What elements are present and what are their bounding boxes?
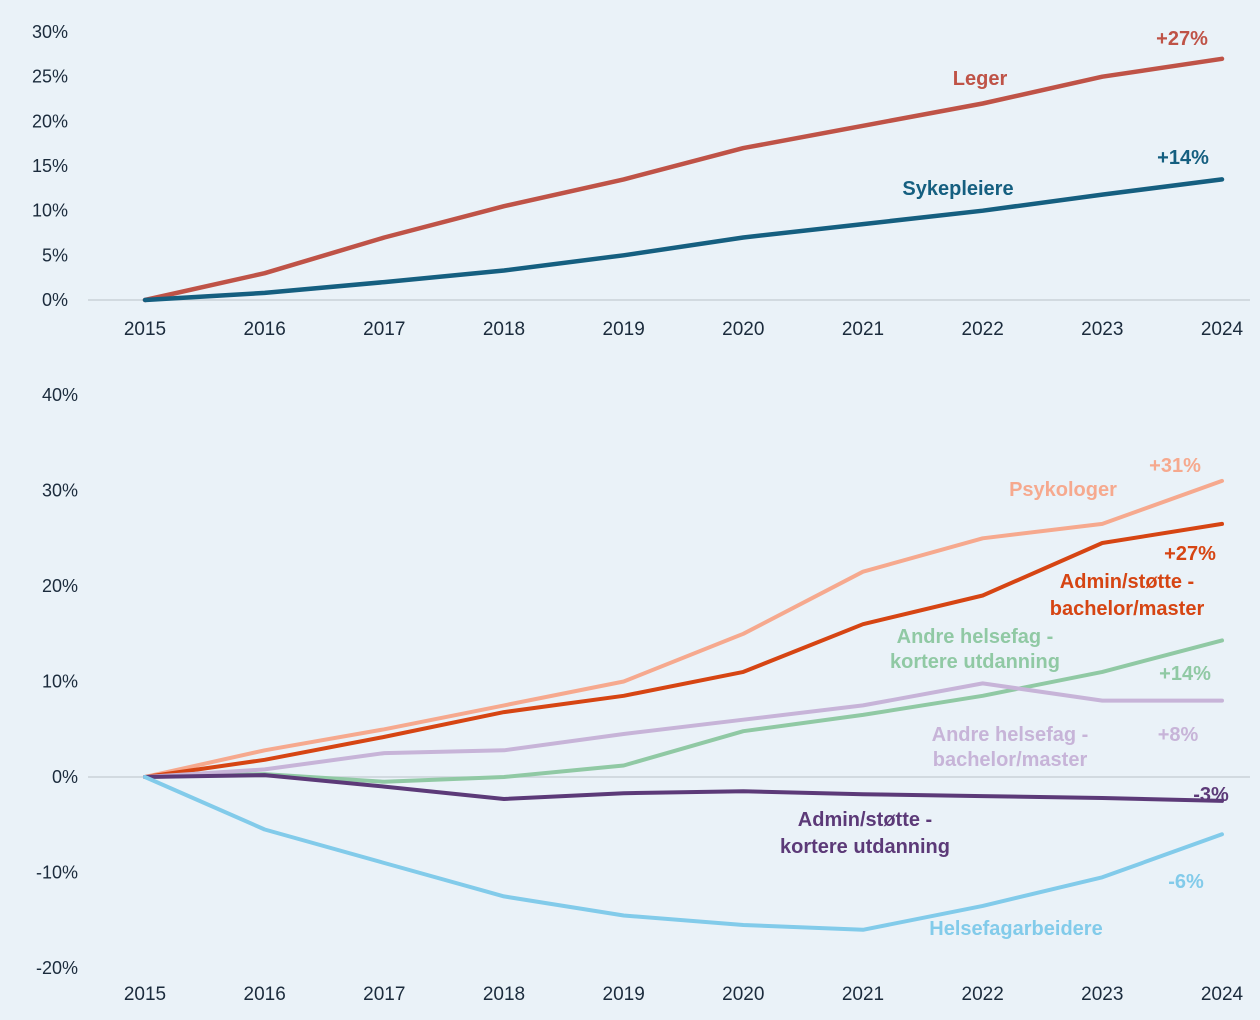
x-tick-label-2019: 2019 [603, 984, 645, 1005]
annotation-psykologer: Psykologer [1009, 479, 1117, 501]
psykologer-line [143, 478, 1224, 779]
annotation-bachelor-master: bachelor/master [1050, 598, 1205, 620]
annotation-bachelor-master: bachelor/master [933, 749, 1088, 771]
x-tick-label-2017: 2017 [363, 984, 405, 1005]
leger-line [142, 56, 1225, 303]
y-tick-label-0: 0% [52, 767, 78, 787]
y-tick-label-30: 30% [32, 22, 68, 42]
y-tick-label-25: 25% [32, 67, 68, 87]
y-tick-label--20: -20% [36, 958, 78, 978]
andre-helsefag---kortere-utdanning-line [143, 638, 1224, 784]
annotation-+14%: +14% [1159, 663, 1211, 685]
x-tick-label-2023: 2023 [1081, 984, 1123, 1005]
x-tick-label-2020: 2020 [722, 984, 764, 1005]
y-tick-label-10: 10% [32, 201, 68, 221]
x-tick-label-2018: 2018 [483, 319, 525, 340]
annotation-andre-helsefag-: Andre helsefag - [897, 626, 1054, 648]
x-tick-label-2015: 2015 [124, 984, 166, 1005]
x-tick-label-2018: 2018 [483, 984, 525, 1005]
x-tick-label-2016: 2016 [244, 984, 286, 1005]
annotation-kortere-utdanning: kortere utdanning [780, 836, 950, 858]
x-tick-label-2022: 2022 [962, 319, 1004, 340]
x-tick-label-2024: 2024 [1201, 319, 1244, 340]
y-tick-label-20: 20% [32, 111, 68, 131]
helsefagarbeidere-line [143, 775, 1224, 932]
annotation-kortere-utdanning: kortere utdanning [890, 651, 1060, 673]
annotation-+27%: +27% [1164, 543, 1216, 565]
x-tick-label-2021: 2021 [842, 319, 884, 340]
x-tick-label-2017: 2017 [363, 319, 405, 340]
x-tick-label-2022: 2022 [962, 984, 1004, 1005]
sykepleiere-line [142, 177, 1225, 303]
annotation-andre-helsefag-: Andre helsefag - [932, 724, 1089, 746]
annotation-helsefagarbeidere: Helsefagarbeidere [929, 918, 1102, 940]
annotation-sykepleiere: Sykepleiere [902, 178, 1013, 200]
annotation-+31%: +31% [1149, 455, 1201, 477]
bottom-chart-svg: 40% 30% 20% 10% 0% -10% -20% 2015 2016 2017 2018 20… [36, 385, 1250, 1005]
y-tick-label--10: -10% [36, 863, 78, 883]
top-chart: 30% 25% 20% 15% 10% 5% 0% 2015 2016 2017 2018 2019 2… [0, 0, 1260, 345]
x-tick-label-2019: 2019 [603, 319, 645, 340]
x-tick-label-2016: 2016 [244, 319, 286, 340]
annotation-leger: Leger [953, 68, 1008, 90]
annotation-admin-st-tte-: Admin/støtte - [1060, 571, 1194, 593]
x-tick-label-2024: 2024 [1201, 984, 1244, 1005]
y-tick-label-0: 0% [42, 290, 68, 310]
y-tick-label-20: 20% [42, 576, 78, 596]
y-tick-label-40: 40% [42, 385, 78, 405]
admin-st-tte---bachelor-master-line [143, 521, 1224, 779]
top-chart-svg: 30% 25% 20% 15% 10% 5% 0% 2015 2016 2017 2018 2019 2… [32, 22, 1250, 340]
y-tick-label-5: 5% [42, 245, 68, 265]
y-tick-label-30: 30% [42, 481, 78, 501]
annotation-6%: -6% [1168, 871, 1204, 893]
x-tick-label-2015: 2015 [124, 319, 166, 340]
y-tick-label-10: 10% [42, 672, 78, 692]
andre-helsefag---bachelor-master-line [143, 681, 1224, 779]
x-tick-label-2020: 2020 [722, 319, 764, 340]
annotation-admin-st-tte-: Admin/støtte - [798, 809, 932, 831]
annotation-+8%: +8% [1158, 724, 1199, 746]
annotation-+27%: +27% [1156, 28, 1208, 50]
admin-st-tte---kortere-utdanning-line [143, 773, 1224, 803]
y-tick-label-15: 15% [32, 156, 68, 176]
x-tick-label-2023: 2023 [1081, 319, 1123, 340]
annotation-+14%: +14% [1157, 147, 1209, 169]
bottom-chart: 40% 30% 20% 10% 0% -10% -20% 2015 2016 2017 2018 20… [0, 345, 1260, 1020]
annotation-3%: -3% [1193, 784, 1229, 806]
x-tick-label-2021: 2021 [842, 984, 884, 1005]
